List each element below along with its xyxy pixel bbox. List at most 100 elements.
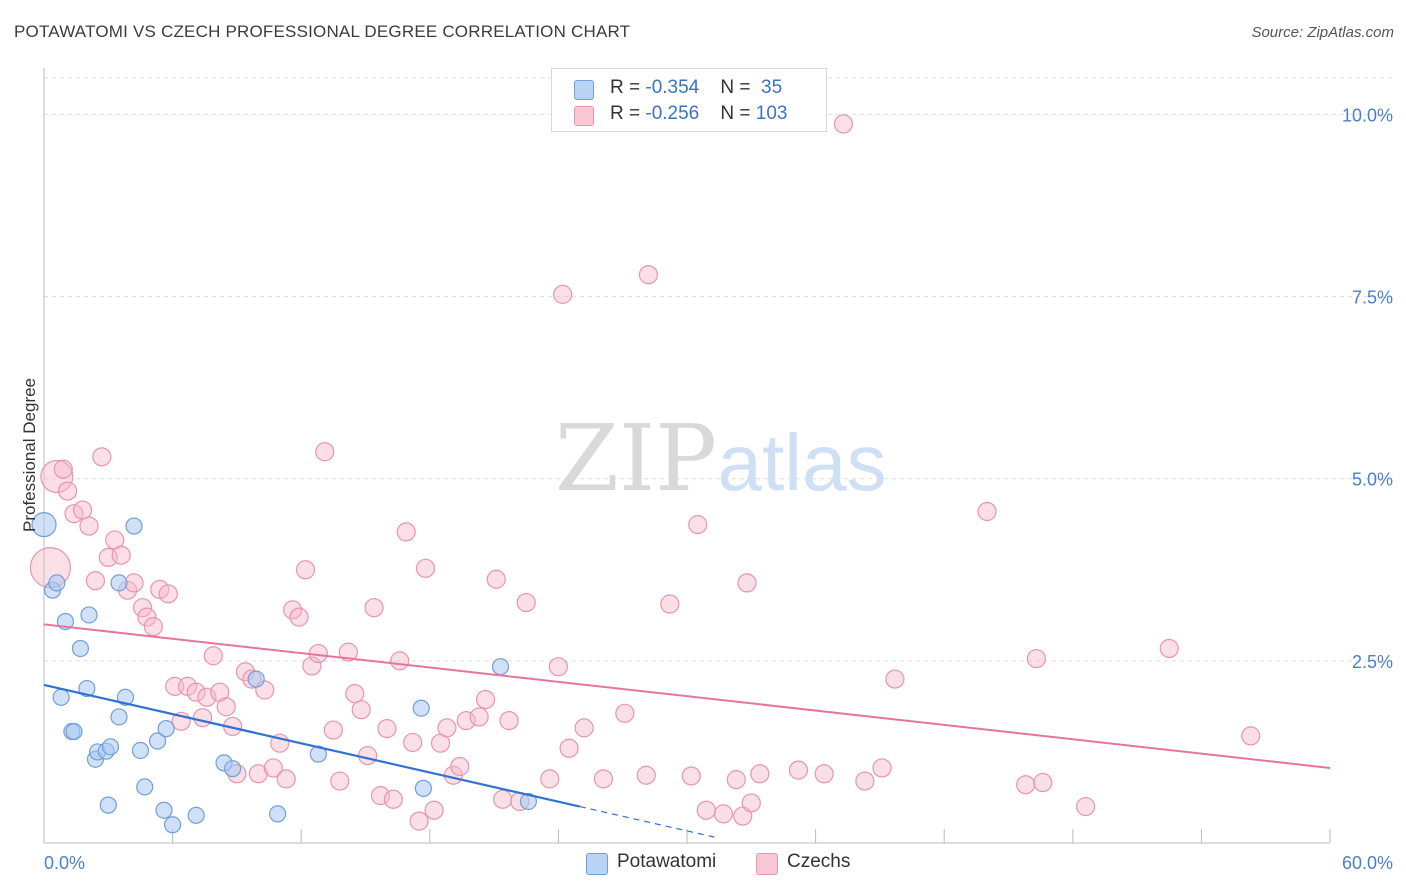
czech-point — [549, 658, 567, 676]
czech-point — [125, 574, 143, 592]
potawatomi-swatch — [586, 853, 608, 875]
czech-point — [378, 720, 396, 738]
watermark-atlas: atlas — [718, 418, 887, 507]
czech-point — [751, 765, 769, 783]
czech-point — [359, 747, 377, 765]
potawatomi-point — [156, 802, 172, 818]
czech-point — [59, 482, 77, 500]
czech-point — [873, 759, 891, 777]
potawatomi-point — [415, 780, 431, 796]
r-value: -0.256 — [645, 103, 699, 124]
czech-point — [661, 595, 679, 613]
potawatomi-point — [188, 807, 204, 823]
czech-point — [856, 772, 874, 790]
czech-point — [517, 594, 535, 612]
czech-point — [296, 561, 314, 579]
czech-point — [697, 801, 715, 819]
czech-point — [438, 719, 456, 737]
czech-point — [1077, 798, 1095, 816]
czech-point — [1027, 650, 1045, 668]
czech-point — [112, 546, 130, 564]
czech-point — [834, 115, 852, 133]
czech-point — [451, 758, 469, 776]
czech-point — [560, 739, 578, 757]
potawatomi-point — [248, 671, 264, 687]
czech-swatch — [756, 853, 778, 875]
czech-point — [384, 790, 402, 808]
scatter-chart: ZIP atlas 2.5%5.0%7.5%10.0%0.0%60.0% Pro… — [0, 0, 1406, 892]
x-tick-label: 0.0% — [44, 853, 85, 873]
potawatomi-point — [111, 709, 127, 725]
legend-stats-potawatomi: R = -0.354 N = 35 — [610, 77, 782, 99]
potawatomi-point — [137, 779, 153, 795]
czech-point — [144, 618, 162, 636]
czech-point — [575, 719, 593, 737]
czech-point — [494, 790, 512, 808]
n-value: 35 — [756, 77, 782, 98]
y-tick-label: 7.5% — [1352, 288, 1393, 308]
czech-point — [815, 765, 833, 783]
potawatomi-point — [126, 518, 142, 534]
czech-point — [93, 448, 111, 466]
potawatomi-point — [66, 724, 82, 740]
watermark-zip: ZIP — [555, 405, 717, 512]
potawatomi-point — [270, 806, 286, 822]
czech-point — [616, 704, 634, 722]
czech-point — [637, 766, 655, 784]
y-tick-label: 2.5% — [1352, 652, 1393, 672]
czech-point — [886, 670, 904, 688]
grid-lines — [44, 78, 1392, 661]
czech-point — [541, 770, 559, 788]
potawatomi-point — [165, 817, 181, 833]
correlation-legend: R = -0.354 N = 35 R = -0.256 N = 103 — [551, 68, 827, 132]
czech-point — [290, 608, 308, 626]
czech-point — [316, 443, 334, 461]
czech-point — [204, 647, 222, 665]
y-tick-label: 10.0% — [1342, 105, 1393, 125]
czech-point — [86, 572, 104, 590]
czech-point — [331, 772, 349, 790]
potawatomi-swatch — [574, 80, 594, 100]
czech-point — [554, 285, 572, 303]
potawatomi-point — [225, 761, 241, 777]
y-tick-label: 5.0% — [1352, 470, 1393, 490]
czech-point — [352, 701, 370, 719]
czech-point — [217, 698, 235, 716]
czech-point — [789, 761, 807, 779]
bottom-legend-label: Potawatomi — [617, 851, 716, 873]
potawatomi-point — [72, 640, 88, 656]
czech-point — [978, 503, 996, 521]
czech-point — [410, 812, 428, 830]
czech-point — [391, 652, 409, 670]
potawatomi-point — [158, 721, 174, 737]
potawatomi-point — [413, 700, 429, 716]
czech-point — [1017, 776, 1035, 794]
bottom-legend-label: Czechs — [787, 851, 850, 873]
czech-point — [404, 733, 422, 751]
r-label: R = — [610, 103, 645, 124]
y-axis-label: Professional Degree — [20, 378, 39, 532]
potawatomi-point — [53, 689, 69, 705]
czech-point — [714, 805, 732, 823]
potawatomi-point — [132, 742, 148, 758]
czech-point — [738, 574, 756, 592]
potawatomi-point — [81, 607, 97, 623]
czech-point — [1242, 727, 1260, 745]
potawatomi-point — [111, 575, 127, 591]
czech-point — [1160, 639, 1178, 657]
zipatlas-watermark: ZIP atlas — [555, 405, 887, 512]
czech-point — [594, 770, 612, 788]
czech-point — [477, 690, 495, 708]
czech-point — [417, 559, 435, 577]
czech-swatch — [574, 106, 594, 126]
czech-point — [194, 709, 212, 727]
czech-point — [74, 501, 92, 519]
czech-point — [397, 523, 415, 541]
n-label: N = — [720, 77, 755, 98]
potawatomi-point — [493, 659, 509, 675]
legend-stats-czechs: R = -0.256 N = 103 — [610, 103, 787, 125]
czech-point — [742, 794, 760, 812]
czech-point — [1034, 774, 1052, 792]
czech-trend-line — [44, 624, 1330, 768]
potawatomi-trend-line — [44, 685, 580, 807]
